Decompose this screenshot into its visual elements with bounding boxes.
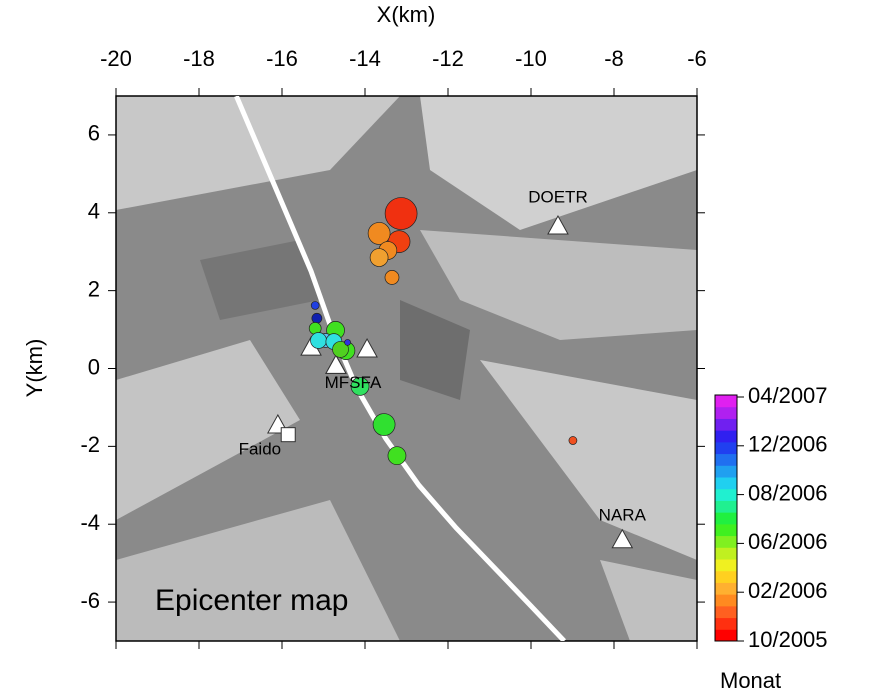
epicenter bbox=[311, 332, 327, 348]
x-tick-label: -14 bbox=[349, 46, 381, 71]
chart: X(km) Y(km) Epicenter map Monat -20-18-1… bbox=[0, 0, 883, 694]
colorbar-band bbox=[715, 618, 737, 630]
colorbar-band bbox=[715, 454, 737, 466]
colorbar-band bbox=[715, 465, 737, 477]
y-axis-label: Y(km) bbox=[22, 339, 47, 398]
colorbar-band bbox=[715, 629, 737, 641]
colorbar-band bbox=[715, 442, 737, 454]
x-tick-label: -10 bbox=[515, 46, 547, 71]
colorbar-band bbox=[715, 582, 737, 594]
colorbar-band bbox=[715, 512, 737, 524]
colorbar-tick-label: 02/2006 bbox=[748, 578, 828, 603]
colorbar-tick-label: 06/2006 bbox=[748, 529, 828, 554]
colorbar-band bbox=[715, 418, 737, 430]
colorbar-band bbox=[715, 430, 737, 442]
faido-square bbox=[281, 428, 295, 442]
colorbar-band bbox=[715, 524, 737, 536]
epicenter bbox=[370, 249, 388, 267]
x-axis-label: X(km) bbox=[377, 2, 436, 27]
colorbar-band bbox=[715, 547, 737, 559]
epicenter bbox=[385, 198, 417, 230]
epicenter bbox=[368, 222, 390, 244]
colorbar-band bbox=[715, 407, 737, 419]
colorbar-label: Monat bbox=[720, 668, 781, 693]
station-label: DOETR bbox=[528, 188, 588, 207]
colorbar-tick-label: 10/2005 bbox=[748, 627, 828, 652]
colorbar-tick-label: 04/2007 bbox=[748, 383, 828, 408]
y-tick-label: -2 bbox=[80, 432, 100, 457]
epicenter bbox=[345, 339, 351, 345]
epicenter bbox=[388, 447, 406, 465]
station-label: Faido bbox=[239, 439, 282, 458]
colorbar-band bbox=[715, 477, 737, 489]
x-tick-label: -16 bbox=[266, 46, 298, 71]
colorbar-band bbox=[715, 536, 737, 548]
x-tick-label: -8 bbox=[604, 46, 624, 71]
colorbar-band bbox=[715, 594, 737, 606]
colorbar-band bbox=[715, 500, 737, 512]
y-tick-label: -6 bbox=[80, 588, 100, 613]
colorbar-band bbox=[715, 395, 737, 407]
epicenter bbox=[373, 414, 395, 436]
epicenter bbox=[385, 270, 399, 284]
station-label: NARA bbox=[599, 505, 647, 524]
colorbar-band bbox=[715, 571, 737, 583]
y-tick-label: 6 bbox=[88, 121, 100, 146]
epicenter bbox=[311, 301, 319, 309]
colorbar-tick-label: 12/2006 bbox=[748, 432, 828, 457]
colorbar-tick-label: 08/2006 bbox=[748, 480, 828, 505]
x-tick-label: -18 bbox=[183, 46, 215, 71]
colorbar-band bbox=[715, 559, 737, 571]
x-tick-label: -20 bbox=[100, 46, 132, 71]
y-tick-label: 0 bbox=[88, 354, 100, 379]
chart-title: Epicenter map bbox=[155, 584, 348, 617]
y-tick-label: 2 bbox=[88, 276, 100, 301]
y-tick-label: -4 bbox=[80, 510, 100, 535]
epicenter bbox=[569, 437, 577, 445]
station-label: MFSFA bbox=[325, 373, 382, 392]
x-tick-label: -6 bbox=[687, 46, 707, 71]
y-tick-label: 4 bbox=[88, 199, 100, 224]
relief bbox=[116, 96, 697, 641]
x-tick-label: -12 bbox=[432, 46, 464, 71]
epicenter bbox=[312, 313, 322, 323]
colorbar-band bbox=[715, 606, 737, 618]
colorbar-band bbox=[715, 489, 737, 501]
